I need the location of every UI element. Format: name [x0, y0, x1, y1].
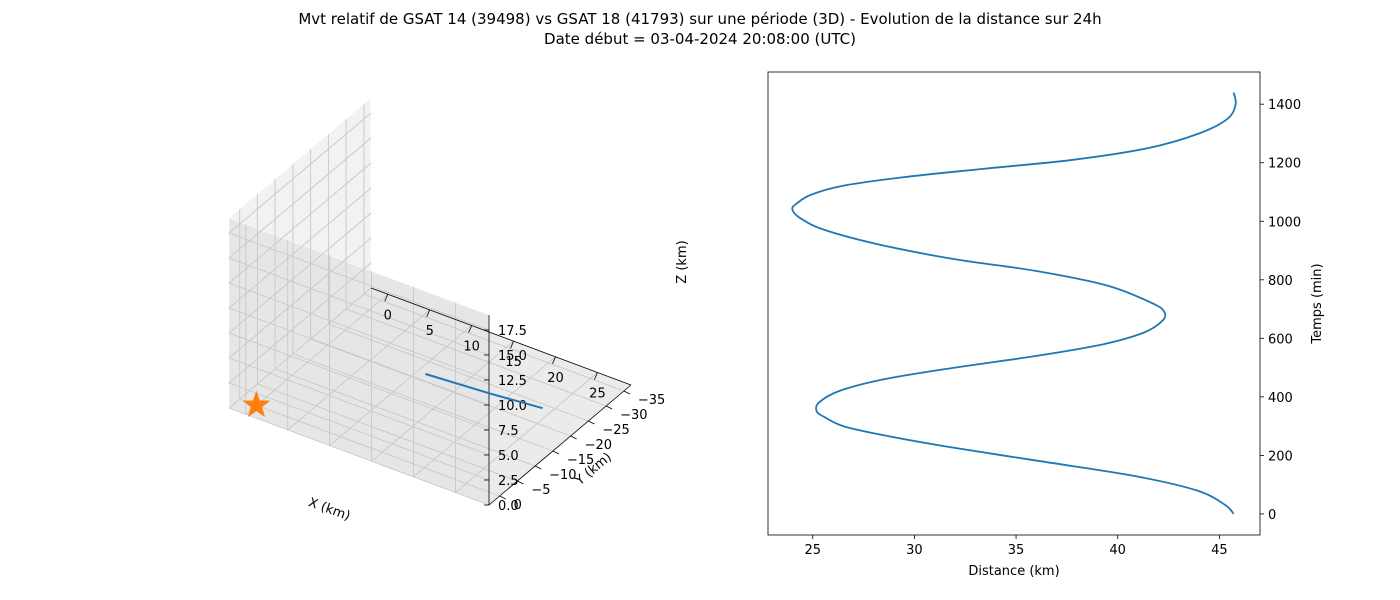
x-tick-label: 30 — [906, 543, 923, 558]
x-tick-mark — [594, 372, 598, 380]
x-tick-mark — [468, 325, 473, 333]
x-tick-label: 40 — [1109, 543, 1126, 558]
y-tick-label: −35 — [638, 393, 665, 408]
z-tick-label: 2.5 — [498, 474, 519, 489]
y-tick-label: −30 — [620, 408, 647, 423]
grid-line-z — [228, 137, 490, 356]
x-tick-mark — [552, 356, 556, 364]
y-tick-mark — [552, 450, 560, 455]
grid-line-z — [228, 112, 490, 331]
x-tick-label: 0 — [384, 308, 392, 323]
y-axis-title: Temps (min) — [1310, 263, 1325, 344]
x-tick-mark — [510, 341, 514, 349]
x-axis-line — [370, 287, 632, 386]
y-tick-mark — [517, 480, 524, 485]
plot-frame — [767, 71, 1261, 536]
x-tick-label: 5 — [426, 324, 434, 339]
y-tick-label: 200 — [1268, 449, 1293, 464]
x-tick-label: 25 — [804, 543, 821, 558]
grid-line-z — [228, 187, 490, 406]
y-tick-label: −15 — [567, 453, 594, 468]
z-tick-label: 17.5 — [498, 324, 527, 339]
y-tick-mark — [499, 495, 506, 500]
x-tick-mark — [384, 294, 389, 302]
y-tick-label: 600 — [1268, 332, 1293, 347]
y-tick-mark — [623, 390, 631, 395]
y-tick-label: 0 — [514, 498, 522, 513]
z-tick-label: 7.5 — [498, 424, 519, 439]
y-tick-label: 0 — [1268, 508, 1276, 523]
grid-line-z — [228, 212, 490, 431]
x-tick-label: 45 — [1211, 543, 1228, 558]
x-axis-title: X (km) — [306, 495, 352, 524]
z-tick-label: 12.5 — [498, 374, 527, 389]
x-tick-label: 20 — [547, 371, 564, 386]
figure-subtitle: Date début = 03-04-2024 20:08:00 (UTC) — [544, 30, 856, 48]
z-tick-label: 5.0 — [498, 449, 519, 464]
y-tick-label: −10 — [549, 468, 576, 483]
y-tick-label: 400 — [1268, 391, 1293, 406]
y-tick-label: 1200 — [1268, 157, 1301, 172]
grid-line-z — [228, 262, 490, 481]
y-tick-mark — [588, 420, 595, 425]
grid-line-z — [228, 287, 490, 506]
grid-line-z — [228, 162, 490, 381]
x-tick-label: 35 — [1008, 543, 1025, 558]
chart-distance: 25 30 35 40 45 0 200 400 600 800 1000 1200 1400 Dista… — [767, 71, 1325, 579]
y-tick-label: 1400 — [1268, 98, 1301, 113]
x-tick-label: 25 — [589, 386, 606, 401]
y-tick-label: −20 — [585, 438, 612, 453]
z-tick-label: 15.0 — [498, 349, 527, 364]
figure-title: Mvt relatif de GSAT 14 (39498) vs GSAT 1… — [298, 10, 1102, 28]
z-tick-label: 10.0 — [498, 399, 527, 414]
x-axis-title: Distance (km) — [968, 564, 1059, 579]
z-tick-label: 0.0 — [498, 499, 519, 514]
x-tick-mark — [426, 309, 431, 318]
z-axis-title: Z (km) — [675, 240, 690, 283]
y-tick-mark — [605, 405, 613, 410]
y-tick-mark — [534, 465, 542, 470]
y-axis-line — [488, 384, 632, 506]
y-tick-label: −25 — [602, 423, 629, 438]
grid-line-z — [228, 237, 490, 456]
reference-star-marker — [242, 390, 271, 418]
chart-3d: 0 5 10 15 20 25 0 −5−10−15−20−25−30−35 0.0 2.5 5.0… — [228, 97, 690, 524]
y-tick-label: 800 — [1268, 274, 1293, 289]
distance-series-line — [791, 92, 1237, 515]
y-tick-label: 1000 — [1268, 215, 1301, 230]
y-tick-mark — [570, 435, 577, 440]
x-tick-label: 10 — [463, 340, 480, 355]
x-tick-label: 15 — [505, 355, 522, 370]
y-tick-label: −5 — [531, 483, 550, 498]
trajectory-line — [425, 373, 543, 410]
